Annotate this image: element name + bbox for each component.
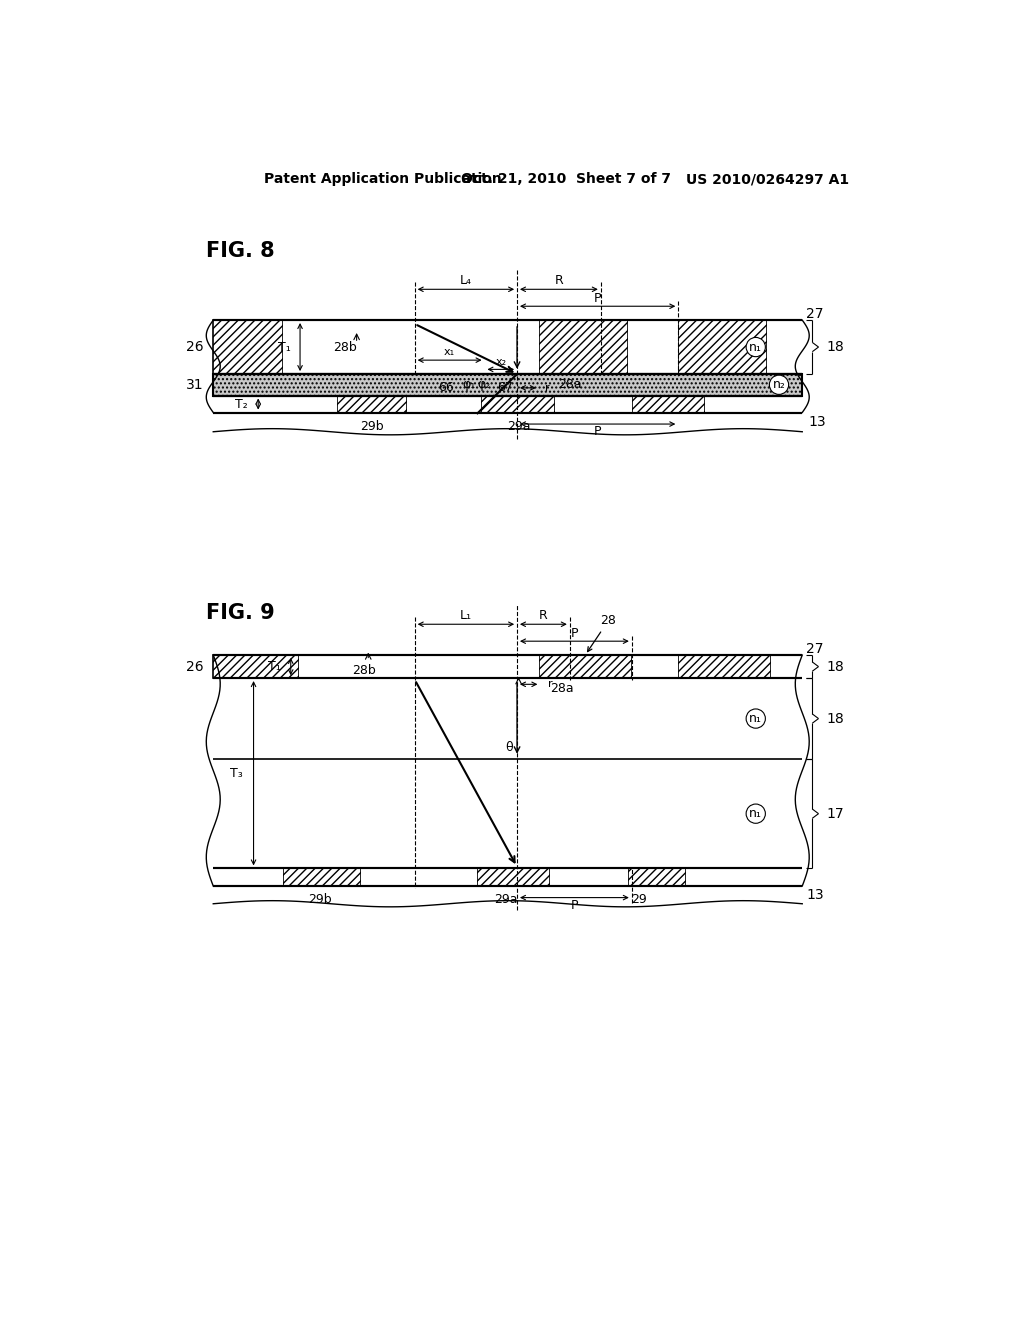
Bar — [686, 869, 802, 886]
Text: P: P — [570, 899, 579, 912]
Text: T₂: T₂ — [236, 397, 248, 411]
Text: 66: 66 — [437, 381, 454, 395]
Bar — [628, 321, 678, 374]
Bar — [555, 396, 632, 412]
Text: x₂: x₂ — [496, 356, 506, 367]
Bar — [415, 655, 500, 678]
Text: Patent Application Publication: Patent Application Publication — [263, 172, 502, 186]
Text: T₃: T₃ — [230, 767, 243, 780]
Text: P: P — [594, 425, 601, 438]
Text: 13: 13 — [809, 414, 826, 429]
Text: P: P — [570, 627, 579, 640]
Text: r: r — [548, 680, 553, 689]
Text: R: R — [539, 609, 548, 622]
Text: n₁: n₁ — [750, 711, 762, 725]
Text: 29b: 29b — [308, 894, 332, 907]
Text: n₁: n₁ — [750, 807, 762, 820]
Text: θ: θ — [506, 741, 513, 754]
Text: US 2010/0264297 A1: US 2010/0264297 A1 — [686, 172, 849, 186]
Text: 28a: 28a — [558, 379, 582, 391]
Bar — [477, 869, 550, 886]
Text: 29: 29 — [632, 894, 647, 907]
Bar — [360, 869, 477, 886]
Text: 18: 18 — [826, 341, 844, 354]
Text: n₂: n₂ — [772, 379, 785, 391]
Text: 29a: 29a — [508, 420, 531, 433]
Bar — [678, 321, 767, 374]
Bar — [678, 655, 771, 678]
Text: L₁: L₁ — [460, 609, 472, 622]
Bar — [632, 396, 706, 412]
Text: 29b: 29b — [360, 420, 384, 433]
Text: 17: 17 — [826, 807, 844, 821]
Text: FIG. 9: FIG. 9 — [206, 603, 274, 623]
Bar — [299, 655, 500, 678]
Bar — [407, 396, 481, 412]
Bar — [213, 374, 802, 396]
Text: T₁: T₁ — [268, 660, 281, 673]
Bar — [337, 396, 407, 412]
Bar — [628, 869, 686, 886]
Bar — [213, 396, 337, 412]
Text: 67: 67 — [497, 381, 513, 395]
Text: 28b: 28b — [352, 664, 376, 677]
Bar — [539, 655, 632, 678]
Text: 26: 26 — [186, 341, 204, 354]
Text: 31: 31 — [186, 378, 204, 392]
Text: 18: 18 — [826, 711, 844, 726]
Bar — [550, 869, 628, 886]
Text: 27: 27 — [806, 642, 823, 656]
Bar — [213, 321, 283, 374]
Text: r: r — [545, 383, 550, 393]
Bar — [632, 655, 678, 678]
Bar — [415, 321, 484, 374]
Bar — [213, 869, 283, 886]
Text: x₁: x₁ — [444, 347, 456, 358]
Bar — [539, 321, 628, 374]
Text: 28a: 28a — [550, 682, 573, 696]
Text: 28b: 28b — [333, 341, 357, 354]
Bar — [767, 321, 802, 374]
Text: Oct. 21, 2010  Sheet 7 of 7: Oct. 21, 2010 Sheet 7 of 7 — [461, 172, 672, 186]
Bar — [484, 321, 539, 374]
Bar — [213, 655, 299, 678]
Bar — [283, 869, 360, 886]
Text: 26: 26 — [186, 660, 204, 673]
Text: P: P — [594, 292, 601, 305]
Bar — [771, 655, 802, 678]
Bar — [706, 396, 802, 412]
Bar — [283, 321, 500, 374]
Text: 29a: 29a — [495, 894, 518, 907]
Text: L₄: L₄ — [460, 273, 472, 286]
Text: φ₂: φ₂ — [478, 379, 492, 391]
Text: R: R — [555, 273, 563, 286]
Text: 27: 27 — [806, 308, 823, 321]
Text: n₁: n₁ — [750, 341, 762, 354]
Text: 18: 18 — [826, 660, 844, 673]
Text: FIG. 8: FIG. 8 — [206, 240, 274, 261]
Text: φ₁: φ₁ — [463, 379, 475, 391]
Text: T₁: T₁ — [278, 341, 291, 354]
Bar — [481, 396, 555, 412]
Bar — [500, 655, 539, 678]
Text: 13: 13 — [806, 888, 823, 903]
Text: 28: 28 — [588, 614, 616, 652]
